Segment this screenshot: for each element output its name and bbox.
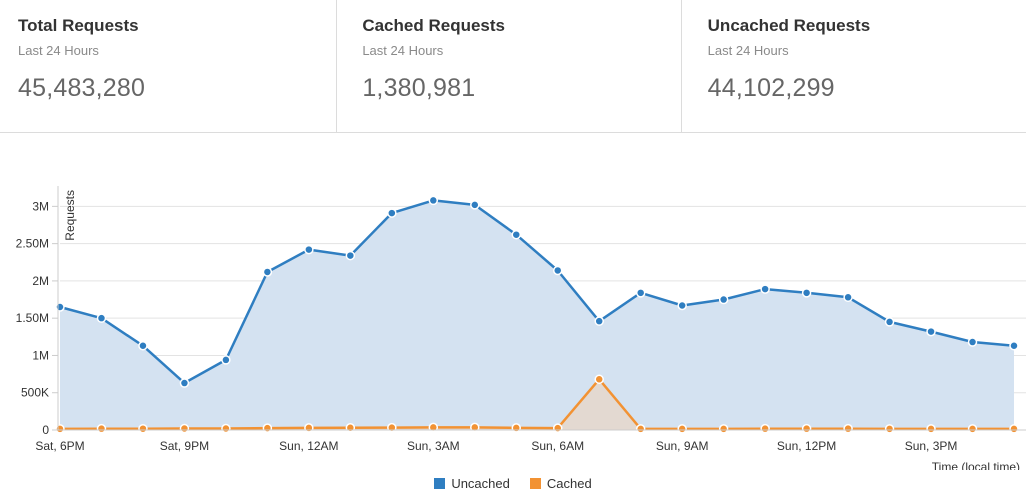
- data-point-uncached: [304, 244, 314, 255]
- data-point-uncached: [594, 316, 604, 326]
- data-point-cached: [511, 423, 522, 433]
- data-point-uncached: [884, 317, 895, 327]
- y-tick-label: 0: [42, 423, 49, 437]
- data-point-cached: [345, 423, 356, 433]
- series-line-uncached: [59, 199, 1015, 385]
- data-point-uncached: [55, 302, 65, 312]
- data-point-cached: [594, 374, 604, 385]
- data-point-uncached: [262, 267, 273, 277]
- y-tick-label: 2M: [32, 274, 49, 288]
- data-point-cached: [304, 423, 314, 433]
- legend-swatch-cached: [529, 477, 541, 489]
- data-point-uncached: [967, 337, 978, 347]
- data-point-uncached: [1009, 341, 1019, 351]
- stat-value: 45,483,280: [18, 74, 146, 102]
- chart-areas: [60, 200, 1014, 430]
- stat-title: Cached Requests: [362, 16, 505, 35]
- data-point-uncached: [179, 378, 190, 388]
- y-tick-label: 3M: [32, 199, 49, 213]
- data-point-cached: [718, 424, 729, 434]
- data-point-cached: [262, 423, 273, 433]
- data-point-cached: [926, 424, 936, 434]
- data-point-cached: [635, 424, 646, 434]
- data-point-cached: [760, 423, 770, 434]
- x-axis-label: Time (local time): [932, 460, 1020, 470]
- data-point-cached: [470, 422, 480, 433]
- chart-legend: Uncached Cached: [0, 473, 1026, 493]
- data-point-cached: [843, 423, 853, 434]
- x-tick-label: Sun, 6AM: [531, 439, 584, 453]
- data-point-cached: [55, 424, 65, 434]
- data-point-uncached: [760, 284, 770, 294]
- stat-value: 1,380,981: [362, 74, 476, 102]
- data-point-uncached: [926, 326, 936, 337]
- y-axis-label: Requests: [63, 190, 77, 241]
- x-tick-label: Sun, 3PM: [905, 439, 958, 453]
- requests-chart: 0 500K 1M 1.50M 2M 2.50M 3M Sat, 6PM Sat, 9PM Sun…: [0, 134, 1026, 496]
- data-point-uncached: [428, 195, 439, 206]
- y-tick-label: 2.50M: [16, 237, 49, 251]
- data-point-cached: [884, 424, 895, 434]
- stat-value: 44,102,299: [707, 74, 835, 102]
- data-point-uncached: [345, 250, 356, 261]
- stat-title: Uncached Requests: [707, 16, 871, 35]
- data-point-uncached: [843, 292, 853, 303]
- data-point-uncached: [511, 229, 522, 240]
- data-point-cached: [428, 422, 439, 433]
- y-tick-label: 500K: [21, 386, 49, 400]
- legend-label: Uncached: [451, 475, 510, 491]
- series-area-uncached: [60, 200, 1014, 430]
- stat-subtitle: Last 24 Hours: [707, 43, 789, 58]
- data-point-uncached: [635, 288, 646, 298]
- data-point-cached: [179, 423, 190, 434]
- data-point-uncached: [96, 313, 107, 323]
- series-line-cached: [59, 378, 1014, 431]
- data-point-cached: [138, 423, 148, 434]
- x-tick-label: Sun, 12PM: [777, 439, 836, 453]
- stat-title: Total Requests: [18, 16, 139, 35]
- y-tick-label: 1.50M: [16, 311, 49, 325]
- stat-cached-requests: Cached Requests Last 24 Hours 1,380,981: [337, 0, 682, 132]
- requests-chart-svg: 0 500K 1M 1.50M 2M 2.50M 3M Sat, 6PM Sat, 9PM Sun…: [16, 186, 1026, 474]
- x-tick-label: Sun, 9AM: [656, 439, 709, 453]
- stats-bar: Total Requests Last 24 Hours 45,483,280 …: [0, 0, 1026, 133]
- legend-swatch-uncached: [434, 477, 446, 489]
- data-point-uncached: [552, 265, 563, 276]
- legend-item-uncached[interactable]: Uncached: [434, 476, 510, 491]
- data-point-cached: [221, 423, 231, 434]
- x-tick-label: Sun, 12AM: [279, 439, 338, 453]
- data-point-uncached: [221, 355, 231, 365]
- y-tick-label: 1M: [32, 348, 49, 362]
- data-point-cached: [552, 423, 563, 433]
- x-tick-label: Sun, 3AM: [407, 439, 460, 453]
- chart-axes: 0 500K 1M 1.50M 2M 2.50M 3M Sat, 6PM Sat, 9PM Sun…: [16, 186, 1026, 453]
- x-tick-label: Sat, 6PM: [35, 439, 84, 453]
- data-point-cached: [967, 424, 978, 434]
- stat-uncached-requests: Uncached Requests Last 24 Hours 44,102,2…: [682, 0, 1026, 132]
- data-point-cached: [801, 423, 812, 434]
- stat-subtitle: Last 24 Hours: [362, 43, 444, 58]
- stat-subtitle: Last 24 Hours: [18, 43, 99, 58]
- data-point-uncached: [138, 341, 148, 351]
- chart-lines: [59, 199, 1015, 431]
- data-point-cached: [96, 423, 107, 434]
- data-point-cached: [677, 424, 687, 434]
- data-point-uncached: [470, 200, 480, 210]
- stat-total-requests: Total Requests Last 24 Hours 45,483,280: [0, 0, 338, 132]
- data-point-uncached: [677, 300, 687, 311]
- legend-label: Cached: [546, 475, 592, 491]
- data-point-uncached: [387, 208, 397, 218]
- data-point-uncached: [718, 294, 729, 305]
- x-tick-label: Sat, 9PM: [160, 439, 209, 453]
- data-point-uncached: [801, 288, 812, 298]
- data-point-cached: [1009, 424, 1019, 434]
- legend-item-cached[interactable]: Cached: [529, 475, 592, 491]
